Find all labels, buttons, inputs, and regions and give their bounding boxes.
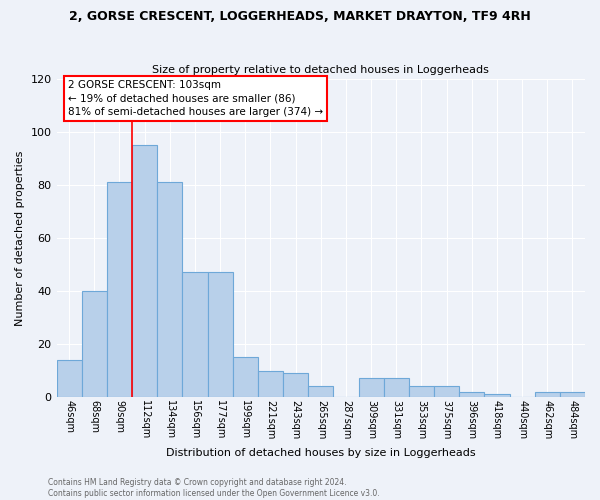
Bar bbox=[82, 291, 107, 397]
Bar bbox=[258, 370, 283, 397]
Bar bbox=[560, 392, 585, 397]
Bar bbox=[359, 378, 383, 397]
Bar bbox=[233, 358, 258, 397]
Bar bbox=[132, 146, 157, 397]
Bar bbox=[308, 386, 334, 397]
Bar bbox=[107, 182, 132, 397]
Bar bbox=[208, 272, 233, 397]
Bar bbox=[56, 360, 82, 397]
Bar bbox=[535, 392, 560, 397]
Bar bbox=[182, 272, 208, 397]
Bar bbox=[434, 386, 459, 397]
Text: Contains HM Land Registry data © Crown copyright and database right 2024.
Contai: Contains HM Land Registry data © Crown c… bbox=[48, 478, 380, 498]
Bar bbox=[157, 182, 182, 397]
Text: 2 GORSE CRESCENT: 103sqm
← 19% of detached houses are smaller (86)
81% of semi-d: 2 GORSE CRESCENT: 103sqm ← 19% of detach… bbox=[68, 80, 323, 117]
Bar bbox=[409, 386, 434, 397]
Text: 2, GORSE CRESCENT, LOGGERHEADS, MARKET DRAYTON, TF9 4RH: 2, GORSE CRESCENT, LOGGERHEADS, MARKET D… bbox=[69, 10, 531, 23]
Title: Size of property relative to detached houses in Loggerheads: Size of property relative to detached ho… bbox=[152, 66, 489, 76]
Y-axis label: Number of detached properties: Number of detached properties bbox=[15, 150, 25, 326]
X-axis label: Distribution of detached houses by size in Loggerheads: Distribution of detached houses by size … bbox=[166, 448, 476, 458]
Bar bbox=[383, 378, 409, 397]
Bar bbox=[283, 373, 308, 397]
Bar bbox=[484, 394, 509, 397]
Bar bbox=[459, 392, 484, 397]
